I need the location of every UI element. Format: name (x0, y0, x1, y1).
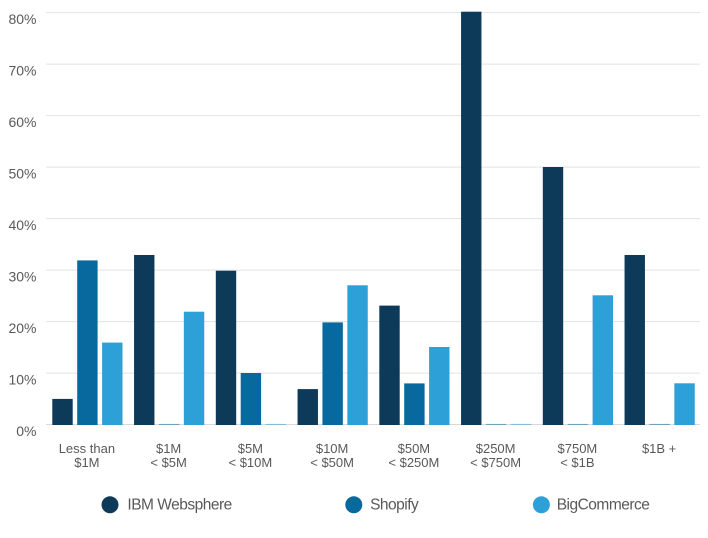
svg-text:40%: 40% (8, 217, 36, 233)
svg-text:< $50M: < $50M (310, 455, 354, 470)
svg-text:< $10M: < $10M (229, 455, 273, 470)
svg-text:50%: 50% (8, 166, 36, 182)
svg-text:$50M: $50M (398, 441, 431, 456)
svg-text:0%: 0% (16, 423, 36, 439)
svg-text:80%: 80% (8, 11, 36, 27)
svg-text:IBM Websphere: IBM Websphere (127, 497, 231, 514)
svg-text:$250M: $250M (476, 441, 516, 456)
svg-text:$1M: $1M (74, 455, 99, 470)
svg-text:BigCommerce: BigCommerce (557, 497, 650, 514)
svg-text:$1M: $1M (156, 441, 181, 456)
svg-text:$1B +: $1B + (642, 441, 676, 456)
svg-text:< $1B: < $1B (560, 455, 594, 470)
svg-text:20%: 20% (8, 320, 36, 336)
svg-text:Less than: Less than (59, 441, 115, 456)
svg-text:< $5M: < $5M (150, 455, 187, 470)
svg-text:70%: 70% (8, 63, 36, 79)
svg-text:60%: 60% (8, 114, 36, 130)
svg-text:30%: 30% (8, 269, 36, 285)
svg-text:$750M: $750M (558, 441, 598, 456)
svg-text:< $250M: < $250M (388, 455, 439, 470)
svg-text:Shopify: Shopify (370, 497, 419, 514)
svg-text:$5M: $5M (238, 441, 263, 456)
svg-text:< $750M: < $750M (470, 455, 521, 470)
svg-text:10%: 10% (8, 372, 36, 388)
svg-text:$10M: $10M (316, 441, 349, 456)
